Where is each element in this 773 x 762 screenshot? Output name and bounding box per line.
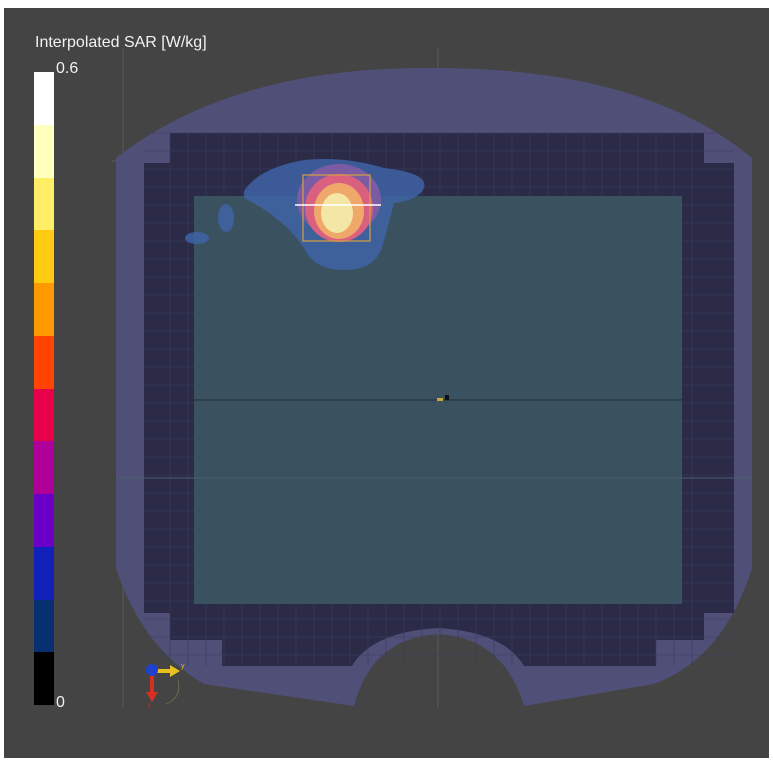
- sar-colorbar: [34, 72, 54, 705]
- origin-marker: [437, 395, 449, 401]
- colorbar-segment: [34, 546, 54, 600]
- axis-triad[interactable]: y x: [138, 658, 186, 708]
- legend-max-label: 0.6: [56, 60, 79, 77]
- colorbar-segment: [34, 283, 54, 336]
- triad-y-arrow: [170, 665, 180, 677]
- colorbar-segment: [34, 72, 54, 125]
- colorbar-segment: [34, 441, 54, 494]
- triad-arc: [165, 679, 180, 705]
- colorbar-segment: [34, 335, 54, 389]
- colorbar-segment: [34, 230, 54, 283]
- colorbar-segment: [34, 388, 54, 442]
- triad-x-label: x: [148, 703, 151, 708]
- legend-title: Interpolated SAR [W/kg]: [35, 34, 207, 51]
- triad-x-arrow: [146, 692, 158, 702]
- colorbar-segment: [34, 177, 54, 231]
- colorbar-segment: [34, 599, 54, 653]
- colorbar-segment: [34, 652, 54, 705]
- legend-min-label: 0: [56, 694, 65, 711]
- 3d-viewport[interactable]: Interpolated SAR [W/kg] 0.6 0 y x: [4, 8, 769, 758]
- colorbar-segment: [34, 124, 54, 178]
- triad-y-label: y: [181, 663, 185, 670]
- sar-hotspot: [185, 159, 425, 270]
- triad-z-axis: [146, 664, 158, 676]
- averaging-cube: [302, 174, 371, 242]
- sar-scene[interactable]: [4, 8, 769, 758]
- colorbar-segment: [34, 494, 54, 547]
